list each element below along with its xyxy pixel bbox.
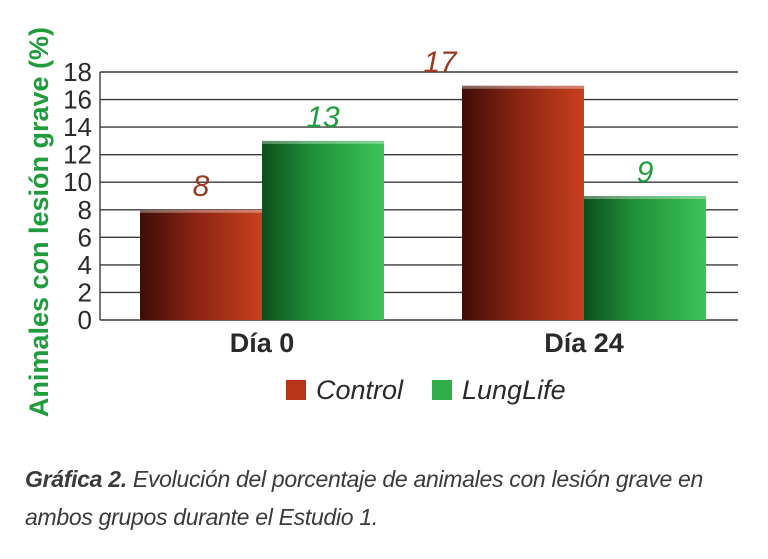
data-label-lunglife-0: 13 [306, 101, 340, 134]
category-label: Día 24 [544, 328, 624, 358]
y-tick-label: 0 [78, 305, 92, 335]
y-tick-label: 16 [63, 85, 92, 115]
caption-text: Evolución del porcentaje de animales con… [25, 466, 704, 530]
bar-control-1 [462, 85, 584, 321]
category-label: Día 0 [230, 328, 295, 358]
bar-highlight [140, 209, 262, 213]
data-label-control-1: 17 [423, 46, 458, 79]
bar-control-0 [140, 209, 262, 320]
bar-highlight [262, 140, 384, 144]
y-tick-label: 14 [63, 112, 92, 142]
data-label-lunglife-1: 9 [637, 156, 654, 189]
y-tick-label: 6 [78, 222, 92, 252]
bar-highlight [462, 85, 584, 89]
bars [140, 85, 706, 321]
data-labels: 8 13 17 9 [193, 46, 654, 203]
y-axis-label: Animales con lesión grave (%) [24, 27, 54, 417]
figure-caption: Gráfica 2. Evolución del porcentaje de a… [25, 460, 755, 536]
legend: Control LungLife [286, 375, 566, 405]
category-labels: Día 0 Día 24 [230, 328, 624, 358]
data-label-control-0: 8 [193, 170, 210, 203]
caption-title: Gráfica 2. [25, 466, 127, 492]
legend-label-control: Control [316, 375, 404, 405]
bar-lunglife-0 [262, 140, 384, 320]
legend-swatch-control [286, 380, 306, 400]
y-tick-label: 18 [63, 57, 92, 87]
bar-lunglife-1 [584, 196, 706, 320]
legend-swatch-lunglife [432, 380, 452, 400]
y-tick-label: 8 [78, 195, 92, 225]
y-tick-label: 10 [63, 167, 92, 197]
y-tick-label: 2 [78, 277, 92, 307]
bar-highlight [584, 196, 706, 199]
y-tick-label: 4 [78, 250, 92, 280]
legend-label-lunglife: LungLife [462, 375, 566, 405]
y-tick-label: 12 [63, 140, 92, 170]
